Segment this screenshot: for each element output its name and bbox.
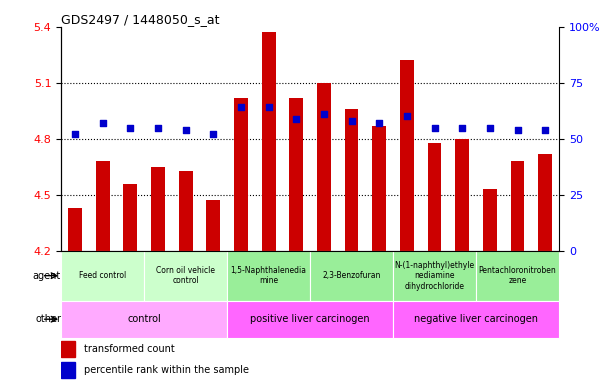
Bar — [345, 109, 359, 251]
Point — [264, 104, 274, 111]
Text: GDS2497 / 1448050_s_at: GDS2497 / 1448050_s_at — [61, 13, 219, 26]
Bar — [255, 251, 282, 329]
Bar — [61, 251, 89, 329]
Point — [485, 124, 495, 131]
Bar — [117, 251, 144, 329]
Bar — [282, 251, 310, 329]
Point — [291, 116, 301, 122]
Point — [430, 124, 439, 131]
Bar — [172, 251, 199, 329]
Bar — [96, 161, 109, 251]
Bar — [199, 251, 227, 329]
Bar — [317, 83, 331, 251]
Bar — [178, 170, 192, 251]
Bar — [455, 139, 469, 251]
Point — [153, 124, 163, 131]
Bar — [123, 184, 137, 251]
Point — [513, 127, 522, 133]
Point — [375, 120, 384, 126]
Bar — [538, 154, 552, 251]
Bar — [227, 301, 393, 338]
Bar — [290, 98, 303, 251]
Text: 2,3-Benzofuran: 2,3-Benzofuran — [323, 271, 381, 280]
Bar — [400, 60, 414, 251]
Point — [125, 124, 135, 131]
Bar — [227, 251, 255, 329]
Point — [540, 127, 550, 133]
Bar — [483, 189, 497, 251]
Text: Pentachloronitroben
zene: Pentachloronitroben zene — [478, 266, 557, 285]
Bar — [476, 251, 503, 329]
Bar — [207, 200, 220, 251]
Bar — [234, 98, 248, 251]
Bar — [393, 251, 421, 329]
Bar — [338, 251, 365, 329]
Bar — [421, 251, 448, 329]
Text: percentile rank within the sample: percentile rank within the sample — [84, 365, 249, 375]
Point — [70, 131, 80, 137]
Text: control: control — [127, 314, 161, 324]
Bar — [428, 142, 442, 251]
Bar — [151, 167, 165, 251]
Bar — [511, 161, 524, 251]
Bar — [89, 251, 117, 329]
Point — [98, 120, 108, 126]
Bar — [372, 126, 386, 251]
Bar — [144, 251, 172, 329]
Point — [319, 111, 329, 117]
Bar — [61, 362, 75, 378]
Text: other: other — [35, 314, 61, 324]
Point — [236, 104, 246, 111]
Bar — [503, 251, 532, 329]
Bar — [61, 301, 227, 338]
Point — [402, 113, 412, 119]
Text: transformed count: transformed count — [84, 344, 174, 354]
Bar — [310, 251, 393, 301]
Bar — [61, 341, 75, 357]
Bar — [310, 251, 338, 329]
Bar — [365, 251, 393, 329]
Bar — [532, 251, 559, 329]
Bar — [393, 251, 476, 301]
Text: Corn oil vehicle
control: Corn oil vehicle control — [156, 266, 215, 285]
Bar — [227, 251, 310, 301]
Bar — [61, 251, 144, 301]
Bar — [144, 251, 227, 301]
Text: 1,5-Naphthalenedia
mine: 1,5-Naphthalenedia mine — [230, 266, 307, 285]
Point — [346, 118, 356, 124]
Point — [208, 131, 218, 137]
Bar — [68, 208, 82, 251]
Text: agent: agent — [33, 271, 61, 281]
Bar — [393, 301, 559, 338]
Text: negative liver carcinogen: negative liver carcinogen — [414, 314, 538, 324]
Text: positive liver carcinogen: positive liver carcinogen — [251, 314, 370, 324]
Point — [458, 124, 467, 131]
Bar — [476, 251, 559, 301]
Text: N-(1-naphthyl)ethyle
nediamine
dihydrochloride: N-(1-naphthyl)ethyle nediamine dihydroch… — [395, 261, 475, 291]
Bar — [448, 251, 476, 329]
Point — [181, 127, 191, 133]
Bar — [262, 33, 276, 251]
Text: Feed control: Feed control — [79, 271, 126, 280]
